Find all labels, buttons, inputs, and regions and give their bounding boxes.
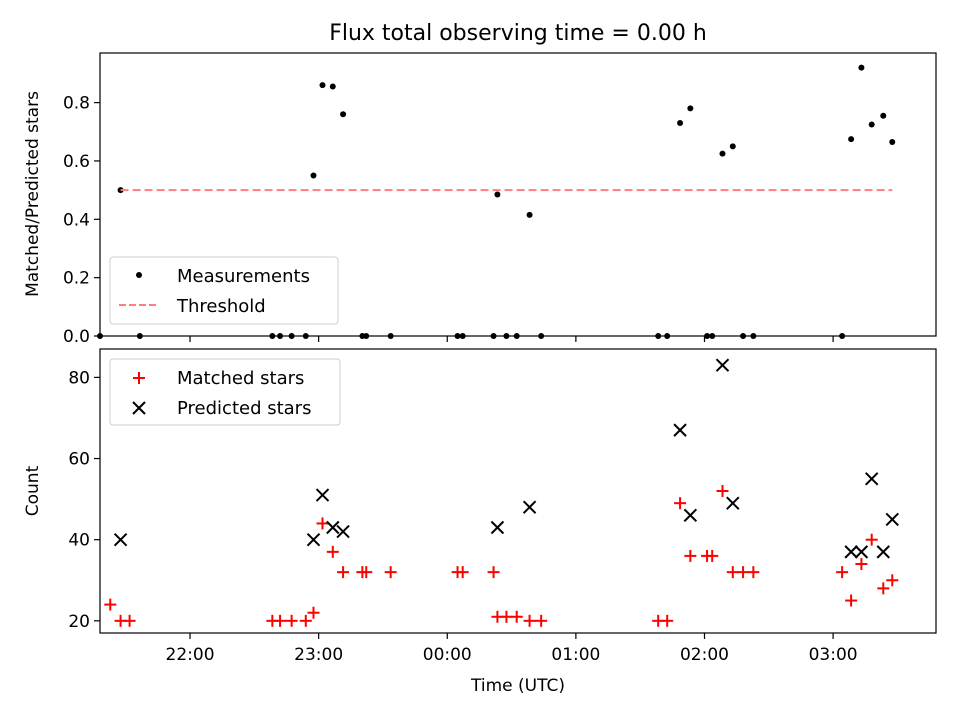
measurements-point: [329, 83, 336, 90]
matched-stars-point: [855, 558, 868, 571]
matched-stars-point: [360, 566, 373, 579]
matched-stars-point: [716, 485, 729, 497]
measurements-point: [340, 111, 347, 118]
top-y-tick-label: 0.6: [63, 152, 90, 172]
matched-stars-point: [316, 517, 329, 530]
bottom-y-tick-label: 60: [68, 450, 90, 470]
measurements-point: [310, 172, 317, 179]
predicted-stars-point: [726, 496, 740, 510]
legend-label-predicted-stars: Predicted stars: [177, 398, 311, 419]
matched-stars-point: [123, 614, 136, 627]
top-panel: Flux total observing time = 0.00 h 0.0 0.…: [23, 21, 937, 347]
legend-label-threshold: Threshold: [176, 296, 266, 317]
predicted-stars-point: [885, 512, 899, 527]
matched-stars-point: [523, 614, 536, 627]
legend-label-measurements: Measurements: [177, 266, 310, 287]
legend-marker-predicted-stars: [132, 401, 146, 415]
predicted-stars-point: [326, 520, 340, 535]
measurements-point: [687, 105, 694, 112]
matched-stars-point: [877, 582, 890, 595]
matched-stars-point: [384, 566, 397, 579]
predicted-stars-point: [336, 524, 350, 539]
top-y-tick-label: 0.2: [63, 269, 90, 289]
matched-stars-point: [726, 566, 739, 579]
legend-marker-measurements: [136, 272, 142, 278]
measurements-point: [319, 82, 326, 89]
measurements-point: [858, 64, 865, 71]
measurements-point: [677, 120, 684, 127]
top-y-tick-label: 0.8: [63, 94, 90, 114]
predicted-stars-point: [113, 532, 128, 547]
bottom-y-tick-label: 80: [68, 368, 90, 388]
top-legend-box: [109, 256, 339, 325]
matched-stars-point: [737, 566, 750, 579]
matched-stars-point: [326, 545, 339, 558]
bottom-legend-box: [109, 358, 341, 426]
matched-stars-point: [337, 566, 350, 579]
measurements-point: [729, 143, 736, 150]
measurements-point: [880, 112, 887, 119]
bottom-y-tick-label: 20: [68, 612, 90, 632]
top-legend: Measurements Threshold: [109, 256, 339, 325]
bottom-x-tick-label: 23:00: [294, 645, 343, 665]
matched-stars-point: [886, 574, 899, 587]
matched-stars-point: [865, 533, 878, 546]
matched-stars-point: [500, 610, 513, 623]
matched-stars-point: [684, 549, 697, 562]
measurements-point: [848, 136, 855, 143]
predicted-stars-point: [315, 488, 330, 502]
top-y-tick-label: 0.4: [63, 210, 90, 230]
predicted-stars-point: [854, 545, 869, 559]
matched-stars-point: [661, 614, 674, 627]
matched-stars-point: [307, 606, 320, 619]
matched-stars-point: [487, 566, 500, 579]
matched-stars-point: [274, 614, 287, 627]
matched-stars-point: [747, 566, 760, 579]
predicted-stars-point: [844, 545, 858, 559]
matched-stars-point: [674, 497, 687, 510]
bottom-axes-frame: [99, 348, 937, 634]
predicted-stars-point: [490, 520, 505, 535]
bottom-x-tick-label: 22:00: [166, 645, 215, 665]
legend-label-matched-stars: Matched stars: [177, 368, 304, 389]
predicted-stars-point: [673, 423, 687, 437]
bottom-x-tick-label: 01:00: [551, 645, 600, 665]
legend-marker-matched-stars: [133, 372, 145, 384]
bottom-y-axis-label: Count: [23, 465, 43, 516]
predicted-stars-point: [864, 472, 879, 486]
matched-stars-point: [836, 566, 849, 579]
matched-stars-point: [845, 594, 858, 607]
x-axis-label: Time (UTC): [470, 676, 565, 696]
predicted-stars-point: [876, 545, 890, 559]
bottom-x-tick-label: 00:00: [423, 645, 472, 665]
matched-stars-point: [535, 614, 548, 627]
measurements-point: [889, 138, 896, 145]
measurements-point: [868, 121, 875, 128]
matched-stars-point: [285, 614, 298, 627]
matched-stars-point: [299, 614, 312, 627]
measurements-point: [719, 150, 726, 157]
bottom-y-tick-label: 40: [68, 531, 90, 551]
bottom-x-tick-label: 02:00: [680, 645, 729, 665]
bottom-x-tick-label: 03:00: [809, 645, 858, 665]
matched-stars-point: [456, 566, 469, 579]
predicted-stars-point: [522, 500, 537, 514]
matched-stars-point: [104, 598, 117, 611]
matched-stars-point: [510, 610, 523, 623]
top-y-axis-label: Matched/Predicted stars: [23, 91, 43, 297]
predicted-stars-point: [683, 508, 698, 523]
matched-stars-point: [706, 549, 719, 562]
measurements-point: [494, 191, 501, 198]
predicted-stars-point: [306, 532, 321, 547]
predicted-stars-point: [715, 358, 730, 372]
measurements-point: [526, 211, 533, 218]
top-y-tick-label: 0.0: [63, 327, 90, 347]
chart-title: Flux total observing time = 0.00 h: [329, 21, 707, 46]
bottom-legend: Matched stars Predicted stars: [109, 358, 341, 426]
top-axes-frame: [99, 52, 937, 337]
